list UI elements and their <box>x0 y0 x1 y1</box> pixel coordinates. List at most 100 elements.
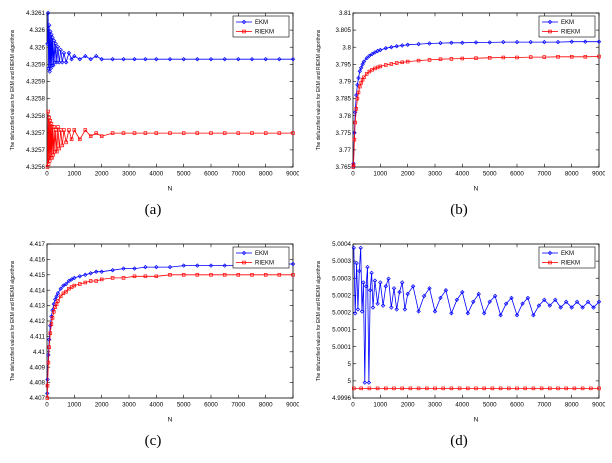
y-tick-label: 4.407 <box>30 395 46 402</box>
series-riekm-line <box>352 56 600 168</box>
series-ekm-markers <box>45 10 296 74</box>
y-tick-label: 5.0003 <box>332 258 351 265</box>
plot-box <box>352 12 600 168</box>
subfigure-c: 0 1000 2000 3000 4000 5000 6000 7000 8000 9000 4.4… <box>0 231 306 463</box>
series-ekm-markers <box>351 39 602 170</box>
x-tick-label: 8000 <box>565 402 579 409</box>
x-tick-label: 5000 <box>483 171 497 178</box>
y-tick-label: 4.411 <box>30 334 46 341</box>
caption-d: (d) <box>450 433 468 449</box>
y-tick-label: 4.3258 <box>26 96 45 103</box>
y-tick-label: 5.0001 <box>332 344 351 351</box>
y-tick-label: 3.785 <box>336 96 352 103</box>
y-tick-label: 4.3259 <box>26 61 45 68</box>
x-tick-label: 1000 <box>67 402 81 409</box>
y-tick-label: 3.805 <box>336 27 352 34</box>
series-riekm-markers <box>45 109 295 169</box>
series-ekm-line <box>352 41 599 168</box>
y-tick-label: 4.416 <box>30 257 46 264</box>
y-tick-label: 4.3257 <box>26 130 45 137</box>
x-tick-label: 0 <box>45 171 49 178</box>
y-tick-label: 3.79 <box>339 79 352 86</box>
y-tick-label: 3.765 <box>336 164 352 171</box>
legend-label: RIEKM <box>255 261 274 267</box>
x-tick-label: 9000 <box>592 402 605 409</box>
legend: EKM RIEKM <box>538 15 596 38</box>
x-axis-label: N <box>474 186 479 193</box>
x-tick-label: 5000 <box>177 402 191 409</box>
y-tick-label: 5.0002 <box>332 292 351 299</box>
x-tick-label: 3000 <box>122 402 136 409</box>
chart-d: 0 1000 2000 3000 4000 5000 6000 7000 8000 9000 4.9… <box>316 241 605 424</box>
series-riekm-markers <box>351 54 601 169</box>
x-tick-label: 6000 <box>204 402 218 409</box>
series-riekm-markers <box>45 273 295 400</box>
y-tick-label: 3.78 <box>339 113 352 120</box>
x-tick-label: 4000 <box>455 171 469 178</box>
x-axis-label: N <box>474 417 479 424</box>
y-tick-label: 5.0003 <box>332 275 351 282</box>
legend-label: RIEKM <box>255 30 274 36</box>
series-ekm-line <box>353 247 600 383</box>
x-tick-label: 6000 <box>204 171 218 178</box>
x-tick-label: 0 <box>351 402 355 409</box>
plot-box <box>46 12 294 168</box>
x-tick-label: 2000 <box>95 171 109 178</box>
y-tick-label: 5.0004 <box>332 241 351 248</box>
y-tick-label: 5.0002 <box>332 310 351 317</box>
x-tick-label: 4000 <box>149 171 163 178</box>
x-tick-label: 8000 <box>565 171 579 178</box>
y-tick-label: 4.415 <box>30 272 46 279</box>
x-tick-label: 7000 <box>231 171 245 178</box>
x-tick-label: 7000 <box>537 402 551 409</box>
x-tick-label: 8000 <box>259 171 273 178</box>
x-tick-label: 6000 <box>510 171 524 178</box>
series-ekm-line <box>47 12 293 72</box>
y-tick-label: 4.3259 <box>26 79 45 86</box>
series-riekm-line <box>46 274 293 399</box>
series-riekm-markers <box>352 386 601 391</box>
subfigure-a: 0 1000 2000 3000 4000 5000 6000 7000 8000 9000 4.3… <box>0 0 306 231</box>
y-tick-label: 3.795 <box>336 61 352 68</box>
y-tick-label: 5.0001 <box>332 327 351 334</box>
y-tick-label: 4.3261 <box>26 10 45 17</box>
x-tick-label: 4000 <box>149 402 163 409</box>
caption-b: (b) <box>450 202 468 218</box>
y-tick-label: 4.413 <box>30 303 46 310</box>
x-tick-label: 8000 <box>259 402 273 409</box>
series-riekm-line <box>47 111 293 168</box>
x-tick-label: 4000 <box>455 402 469 409</box>
y-tick-label: 3.77 <box>339 147 352 154</box>
y-tick-label: 5 <box>348 361 352 368</box>
legend-label: RIEKM <box>561 30 580 36</box>
legend: EKM RIEKM <box>232 15 290 38</box>
y-tick-label: 4.417 <box>30 241 46 248</box>
legend-label: EKM <box>561 251 574 257</box>
subfigure-b: 0 1000 2000 3000 4000 5000 6000 7000 8000 9000 3.7… <box>306 0 612 231</box>
x-tick-label: 7000 <box>537 171 551 178</box>
x-tick-label: 3000 <box>122 171 136 178</box>
y-tick-label: 4.408 <box>30 380 46 387</box>
x-tick-label: 3000 <box>428 171 442 178</box>
y-tick-label: 4.326 <box>30 44 46 51</box>
y-tick-label: 3.81 <box>339 10 352 17</box>
x-tick-label: 7000 <box>231 402 245 409</box>
y-tick-label: 3.775 <box>336 130 352 137</box>
x-tick-label: 5000 <box>177 171 191 178</box>
chart-c: 0 1000 2000 3000 4000 5000 6000 7000 8000 9000 4.4… <box>10 241 299 423</box>
series-ekm-markers <box>351 245 602 385</box>
plot-box <box>46 243 294 399</box>
legend: EKM RIEKM <box>538 246 596 269</box>
y-tick-label: 4.3256 <box>26 164 45 171</box>
caption-c: (c) <box>144 433 162 449</box>
x-tick-label: 1000 <box>67 171 81 178</box>
x-tick-label: 1000 <box>373 171 387 178</box>
subfigure-d: 0 1000 2000 3000 4000 5000 6000 7000 8000 9000 4.9… <box>306 231 612 463</box>
x-tick-label: 6000 <box>510 402 524 409</box>
y-tick-label: 4.9996 <box>332 395 351 402</box>
y-tick-label: 4.326 <box>30 27 46 34</box>
plot-box <box>352 243 600 399</box>
y-axis-label: The defuzzified values for EKM and RIEKM… <box>10 29 16 150</box>
x-tick-label: 0 <box>351 171 355 178</box>
y-tick-label: 3.8 <box>342 44 351 51</box>
